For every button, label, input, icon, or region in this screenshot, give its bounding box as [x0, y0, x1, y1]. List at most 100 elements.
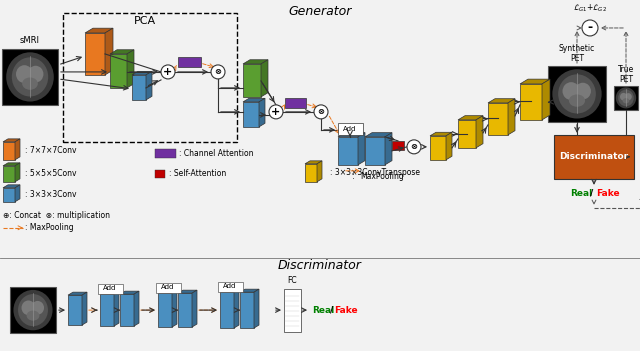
Polygon shape — [430, 132, 452, 136]
Ellipse shape — [620, 93, 627, 100]
Polygon shape — [508, 99, 515, 135]
Polygon shape — [220, 289, 239, 292]
Polygon shape — [254, 289, 259, 328]
Text: Synthetic
PET: Synthetic PET — [559, 44, 595, 63]
Polygon shape — [243, 98, 265, 102]
Polygon shape — [338, 137, 358, 165]
Circle shape — [407, 140, 421, 154]
Text: Real: Real — [312, 306, 334, 314]
Polygon shape — [114, 291, 119, 326]
Circle shape — [314, 105, 328, 119]
Ellipse shape — [616, 87, 636, 108]
Polygon shape — [132, 75, 146, 100]
FancyBboxPatch shape — [2, 49, 58, 105]
Text: MaxPooling: MaxPooling — [360, 172, 404, 181]
Ellipse shape — [552, 69, 602, 119]
Ellipse shape — [575, 83, 591, 99]
Polygon shape — [542, 79, 550, 120]
Polygon shape — [3, 163, 20, 166]
Polygon shape — [476, 116, 483, 148]
Circle shape — [269, 105, 283, 119]
Text: sMRI: sMRI — [20, 36, 40, 45]
Polygon shape — [110, 50, 134, 54]
Polygon shape — [178, 290, 197, 293]
Polygon shape — [105, 28, 113, 75]
Text: Add: Add — [103, 285, 116, 291]
Polygon shape — [178, 293, 192, 327]
FancyBboxPatch shape — [392, 140, 404, 150]
Polygon shape — [120, 291, 139, 294]
Polygon shape — [3, 185, 20, 188]
Text: :: : — [351, 172, 355, 181]
Polygon shape — [220, 292, 234, 328]
Text: True
PET: True PET — [618, 65, 634, 84]
FancyBboxPatch shape — [154, 149, 175, 158]
Ellipse shape — [558, 74, 596, 113]
FancyBboxPatch shape — [548, 66, 606, 122]
Text: Add: Add — [161, 284, 175, 290]
Text: : Self-Attention: : Self-Attention — [169, 169, 227, 178]
FancyBboxPatch shape — [554, 135, 634, 179]
Ellipse shape — [18, 294, 48, 326]
Polygon shape — [100, 294, 114, 326]
Ellipse shape — [623, 98, 629, 104]
Polygon shape — [68, 292, 87, 295]
Polygon shape — [365, 137, 385, 165]
Polygon shape — [134, 291, 139, 326]
Polygon shape — [127, 50, 134, 88]
FancyBboxPatch shape — [284, 289, 301, 332]
FancyBboxPatch shape — [218, 282, 243, 292]
Polygon shape — [132, 71, 152, 75]
Polygon shape — [430, 136, 446, 160]
Text: : Channel Attention: : Channel Attention — [179, 149, 253, 158]
Polygon shape — [146, 71, 152, 100]
Polygon shape — [488, 103, 508, 135]
Polygon shape — [158, 293, 172, 327]
Ellipse shape — [27, 311, 40, 321]
Polygon shape — [85, 28, 113, 33]
Ellipse shape — [625, 93, 632, 100]
Polygon shape — [110, 54, 127, 88]
Polygon shape — [85, 33, 105, 75]
Text: : 3×3×3Conv: : 3×3×3Conv — [25, 190, 77, 199]
Text: Discriminator: Discriminator — [559, 152, 628, 161]
FancyBboxPatch shape — [97, 284, 122, 294]
Text: +: + — [163, 67, 173, 77]
Polygon shape — [385, 133, 392, 165]
Polygon shape — [3, 166, 15, 182]
Polygon shape — [240, 289, 259, 292]
Ellipse shape — [13, 290, 52, 330]
Text: ⊕: Concat  ⊗: multiplication: ⊕: Concat ⊗: multiplication — [3, 211, 110, 220]
FancyBboxPatch shape — [177, 58, 200, 67]
Ellipse shape — [618, 90, 634, 106]
Text: PCA: PCA — [134, 16, 156, 26]
Polygon shape — [243, 60, 268, 64]
Text: Generator: Generator — [288, 5, 352, 18]
Polygon shape — [261, 60, 268, 97]
Polygon shape — [15, 163, 20, 182]
FancyBboxPatch shape — [156, 283, 180, 293]
Text: Fake: Fake — [334, 306, 358, 314]
Polygon shape — [3, 139, 20, 142]
Text: -: - — [588, 21, 593, 34]
Ellipse shape — [22, 300, 35, 315]
FancyBboxPatch shape — [10, 287, 56, 333]
Ellipse shape — [6, 52, 54, 101]
FancyBboxPatch shape — [155, 170, 165, 178]
Ellipse shape — [28, 66, 44, 82]
Polygon shape — [305, 161, 322, 164]
Polygon shape — [15, 185, 20, 202]
Polygon shape — [305, 164, 317, 182]
Polygon shape — [458, 120, 476, 148]
Text: Add: Add — [343, 126, 356, 132]
Polygon shape — [120, 294, 134, 326]
Text: $\mathcal{L}_{D}$: $\mathcal{L}_{D}$ — [638, 193, 640, 204]
Text: +: + — [271, 107, 280, 117]
Polygon shape — [488, 99, 515, 103]
Circle shape — [161, 65, 175, 79]
Text: : 3×3×3ConvTranspose: : 3×3×3ConvTranspose — [330, 168, 420, 177]
Circle shape — [582, 20, 598, 36]
Polygon shape — [82, 292, 87, 325]
Polygon shape — [520, 79, 550, 84]
Polygon shape — [172, 290, 177, 327]
